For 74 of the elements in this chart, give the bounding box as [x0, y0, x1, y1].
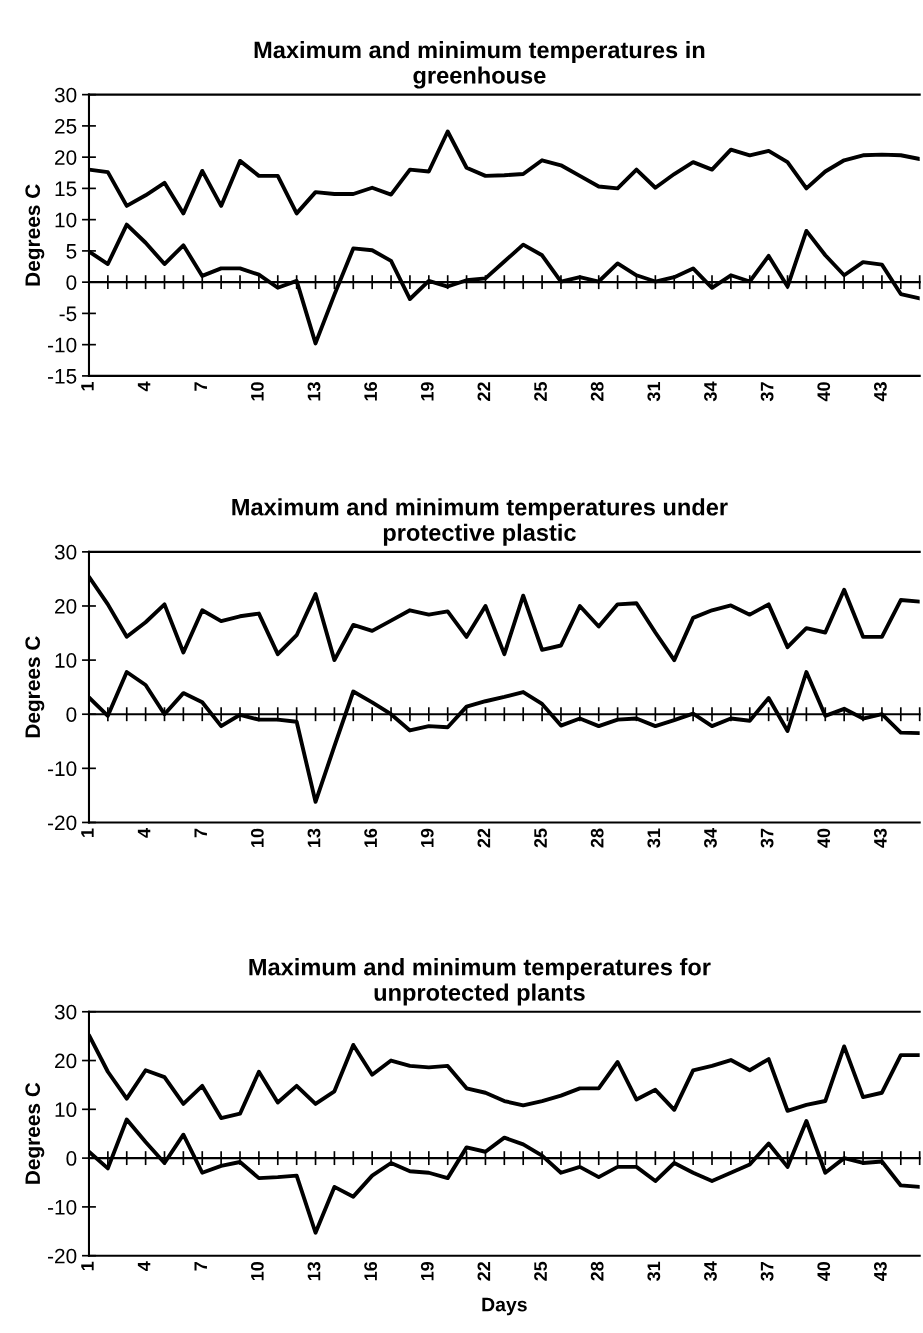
y-tick-label: 0: [66, 275, 77, 290]
x-tick-label: 28: [590, 382, 604, 401]
x-tick-label: 43: [873, 1261, 887, 1282]
y-tick-label: 25: [55, 118, 77, 134]
y-tick-label: -15: [47, 369, 77, 384]
x-tick-label: 16: [364, 382, 378, 401]
x-tick-label: 34: [704, 828, 717, 848]
x-tick-label: 7: [194, 382, 207, 391]
y-tick-label: -20: [47, 1248, 77, 1264]
x-tick-label: 25: [534, 828, 547, 848]
y-tick-label: 20: [55, 1053, 77, 1069]
y-tick-label: 30: [54, 544, 77, 560]
x-tick-label: 1: [81, 381, 94, 391]
x-tick-label: 10: [250, 1261, 264, 1281]
y-tick-label: 30: [54, 1004, 77, 1020]
x-tick-label: 1: [81, 828, 94, 837]
x-tick-label: 1: [81, 1261, 94, 1271]
x-tick-label: 37: [760, 828, 774, 848]
y-tick-label: 30: [54, 87, 77, 103]
chart-title: Maximum and minimum temperatures in greenhouse: [254, 40, 705, 89]
y-tick-label: 10: [55, 212, 77, 228]
x-tick-label: 19: [420, 828, 434, 847]
y-tick-label: -10: [47, 761, 77, 777]
x-tick-label: 4: [137, 381, 151, 392]
x-tick-label: 4: [137, 1261, 151, 1272]
x-tick-label: 10: [250, 382, 264, 401]
x-tick-label: 22: [477, 1261, 491, 1281]
x-tick-label: 22: [477, 382, 491, 401]
x-tick-label: 37: [760, 382, 774, 402]
x-tick-label: 43: [873, 382, 887, 402]
x-tick-label: 28: [590, 1261, 604, 1281]
x-tick-label: 4: [137, 828, 151, 838]
y-tick-label: -10: [47, 1199, 77, 1215]
y-tick-label: 0: [66, 707, 77, 722]
x-tick-label: 31: [647, 381, 661, 402]
x-tick-label: 40: [817, 382, 831, 402]
x-tick-label: 34: [704, 1261, 717, 1281]
x-tick-label: 31: [647, 1261, 661, 1281]
x-tick-label: 19: [420, 1261, 434, 1281]
x-tick-label: 13: [307, 828, 321, 847]
y-tick-label: 20: [55, 598, 77, 614]
x-tick-label: 10: [250, 828, 264, 847]
x-tick-label: 31: [647, 828, 661, 848]
y-tick-label: -20: [47, 815, 77, 831]
x-tick-label: 37: [760, 1262, 774, 1281]
y-tick-label: 15: [55, 181, 77, 197]
x-tick-label: 7: [194, 1262, 207, 1271]
x-tick-label: 7: [194, 828, 207, 838]
y-axis-title: Degrees C: [25, 636, 45, 738]
x-tick-label: 16: [364, 828, 378, 847]
y-axis-title: Degrees C: [25, 184, 45, 286]
chart-title: Maximum and minimum temperatures under protective plastic: [232, 498, 728, 546]
x-tick-label: 43: [873, 828, 887, 848]
y-tick-label: -10: [47, 337, 77, 353]
y-tick-label: 10: [55, 653, 77, 668]
x-tick-label: 34: [704, 381, 717, 402]
x-tick-label: 22: [477, 828, 491, 848]
x-tick-label: 28: [590, 828, 604, 848]
y-tick-label: 5: [66, 244, 77, 259]
x-tick-label: 25: [534, 1261, 547, 1281]
chart-title: Maximum and minimum temperatures for unprotected plants: [249, 958, 711, 1006]
y-axis-title: Degrees C: [25, 1082, 45, 1184]
x-tick-label: 25: [534, 381, 547, 401]
x-tick-label: 40: [817, 828, 831, 848]
x-axis-title: Days: [482, 1297, 527, 1316]
y-tick-label: 0: [66, 1151, 77, 1166]
x-tick-label: 13: [307, 382, 321, 401]
y-tick-label: -5: [59, 306, 77, 322]
x-tick-label: 19: [420, 382, 434, 401]
x-tick-label: 13: [307, 1261, 321, 1281]
y-tick-label: 10: [55, 1102, 77, 1118]
x-tick-label: 40: [817, 1261, 831, 1282]
x-tick-label: 16: [364, 1261, 378, 1281]
y-tick-label: 20: [55, 150, 77, 165]
